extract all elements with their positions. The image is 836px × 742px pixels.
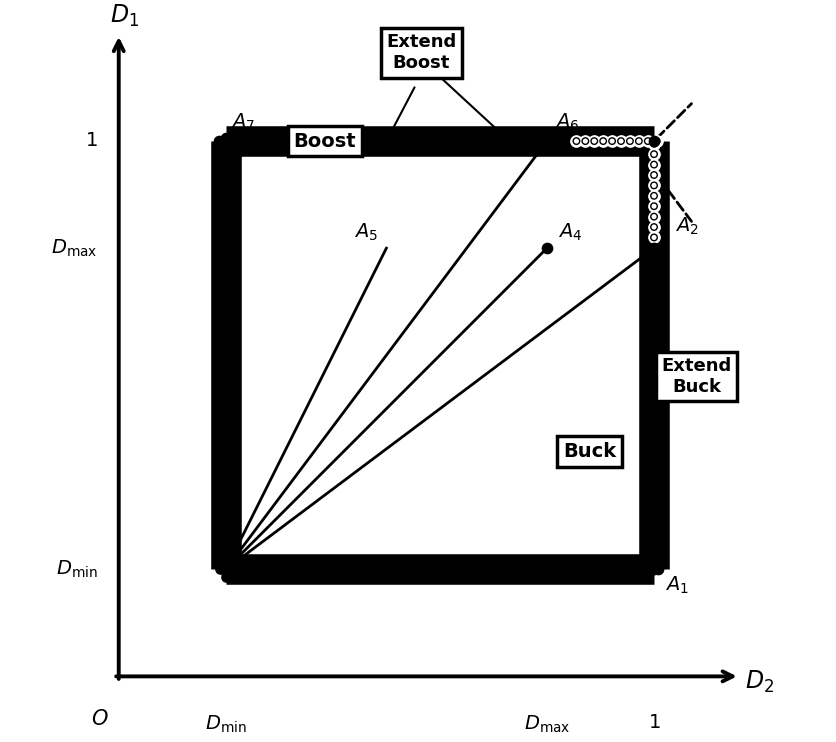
Point: [614, 135, 627, 147]
Point: [224, 563, 237, 575]
Point: [645, 563, 659, 575]
Point: [539, 242, 553, 254]
Point: [587, 135, 600, 147]
Text: Boost: Boost: [293, 131, 355, 151]
Point: [539, 563, 553, 575]
Point: [646, 138, 660, 150]
Point: [646, 138, 660, 150]
Text: $D_{\max}$: $D_{\max}$: [523, 714, 569, 735]
Point: [223, 135, 237, 147]
Point: [646, 563, 660, 575]
Text: $D_{\max}$: $D_{\max}$: [51, 237, 97, 259]
Point: [231, 135, 244, 147]
Point: [646, 242, 660, 254]
Text: $1$: $1$: [84, 132, 97, 150]
Point: [219, 142, 232, 154]
Point: [220, 135, 233, 147]
Point: [219, 563, 232, 575]
Text: Extend
Buck: Extend Buck: [661, 357, 732, 396]
Point: [219, 563, 232, 575]
Point: [219, 567, 232, 579]
Point: [646, 200, 660, 212]
Point: [646, 180, 660, 191]
Point: [219, 554, 232, 565]
Point: [646, 169, 660, 181]
Point: [219, 135, 232, 147]
Text: $O$: $O$: [91, 709, 109, 729]
Point: [646, 221, 660, 233]
Point: [651, 563, 665, 575]
Text: $A_5$: $A_5$: [354, 222, 378, 243]
Point: [219, 151, 232, 163]
Point: [646, 159, 660, 171]
Text: $D_{\min}$: $D_{\min}$: [205, 714, 247, 735]
Text: $D_{\min}$: $D_{\min}$: [56, 559, 97, 580]
Point: [604, 135, 618, 147]
Point: [646, 169, 660, 181]
Point: [646, 211, 660, 223]
Point: [646, 135, 660, 147]
Point: [569, 135, 583, 147]
Point: [635, 563, 648, 575]
Point: [650, 135, 663, 147]
Point: [650, 135, 663, 147]
Point: [646, 190, 660, 202]
Point: [219, 242, 232, 254]
Text: $A_7$: $A_7$: [231, 112, 255, 133]
Point: [623, 135, 636, 147]
Text: Extend
Boost: Extend Boost: [385, 33, 456, 72]
Point: [219, 558, 232, 570]
Text: $1$: $1$: [647, 714, 660, 732]
Point: [219, 133, 232, 145]
Point: [646, 190, 660, 202]
Point: [596, 135, 609, 147]
Text: $D_2$: $D_2$: [744, 669, 773, 695]
Point: [578, 135, 591, 147]
Point: [640, 135, 654, 147]
Point: [219, 571, 232, 583]
Point: [614, 135, 627, 147]
Point: [640, 135, 654, 147]
Point: [646, 232, 660, 243]
Point: [216, 135, 229, 147]
Point: [646, 221, 660, 233]
Point: [213, 563, 227, 575]
Text: $A_4$: $A_4$: [557, 222, 581, 243]
Point: [219, 137, 232, 149]
Point: [640, 563, 654, 575]
Text: $A_1$: $A_1$: [664, 574, 688, 596]
Point: [646, 200, 660, 212]
Text: $A_6$: $A_6$: [554, 112, 579, 133]
Point: [631, 135, 645, 147]
Text: $D_1$: $D_1$: [110, 2, 139, 29]
Point: [646, 148, 660, 160]
Point: [646, 180, 660, 191]
Point: [578, 135, 591, 147]
Point: [646, 159, 660, 171]
Point: [587, 135, 600, 147]
Point: [646, 232, 660, 243]
Point: [596, 135, 609, 147]
Point: [646, 211, 660, 223]
Point: [212, 135, 226, 147]
Text: Buck: Buck: [563, 442, 615, 461]
Text: $A_2$: $A_2$: [675, 216, 698, 237]
Point: [604, 135, 618, 147]
Point: [227, 135, 240, 147]
Point: [230, 563, 243, 575]
Point: [623, 135, 636, 147]
Point: [569, 135, 583, 147]
Point: [219, 562, 232, 574]
Point: [631, 135, 645, 147]
Point: [646, 148, 660, 160]
Point: [219, 146, 232, 158]
